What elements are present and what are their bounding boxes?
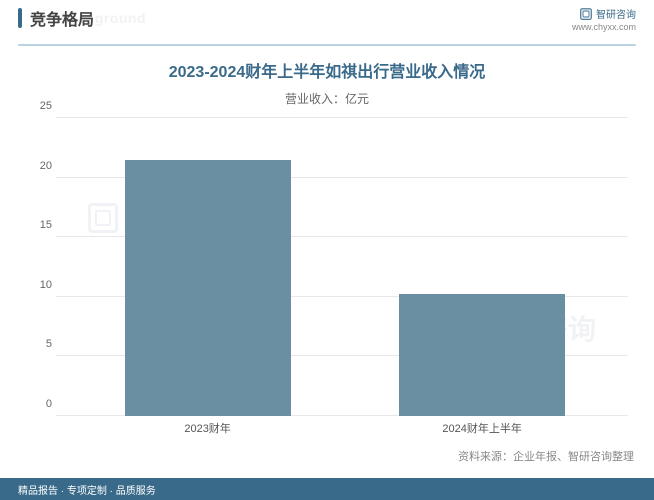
y-tick-label: 5: [28, 338, 52, 350]
plot-area: 05101520252023财年2024财年上半年: [56, 118, 628, 416]
y-tick-label: 20: [28, 160, 52, 172]
chart-title: 2023-2024财年上半年如祺出行营业收入情况: [18, 48, 636, 82]
chart-subtitle: 营业收入：亿元: [18, 90, 636, 107]
y-tick-label: 10: [28, 279, 52, 291]
brand-url: www.chyxx.com: [572, 22, 636, 32]
header-title: 竞争格局: [30, 6, 94, 30]
header: ent background 竞争格局 智研咨询 www.chyxx.com: [0, 0, 654, 44]
y-tick-label: 0: [28, 398, 52, 410]
divider: [18, 44, 636, 46]
header-marker: [18, 8, 22, 28]
source-text: 资料来源：企业年报、智研咨询整理: [458, 448, 634, 464]
grid-line: [56, 117, 628, 118]
footer-text: 精品报告 · 专项定制 · 品质服务: [18, 482, 156, 497]
brand-name: 智研咨询: [596, 6, 636, 21]
chart-area: 2023-2024财年上半年如祺出行营业收入情况 营业收入：亿元 智研咨询 智研…: [18, 48, 636, 466]
brand-block: 智研咨询 www.chyxx.com: [572, 6, 636, 32]
x-tick-label: 2024财年上半年: [442, 420, 521, 436]
x-tick-label: 2023财年: [184, 420, 230, 436]
footer: 精品报告 · 专项定制 · 品质服务: [0, 478, 654, 500]
y-tick-label: 15: [28, 219, 52, 231]
y-tick-label: 25: [28, 100, 52, 112]
bar: [125, 160, 291, 416]
bar: [399, 294, 565, 416]
container: ent background 竞争格局 智研咨询 www.chyxx.com 2…: [0, 0, 654, 500]
brand-icon: [580, 8, 592, 20]
